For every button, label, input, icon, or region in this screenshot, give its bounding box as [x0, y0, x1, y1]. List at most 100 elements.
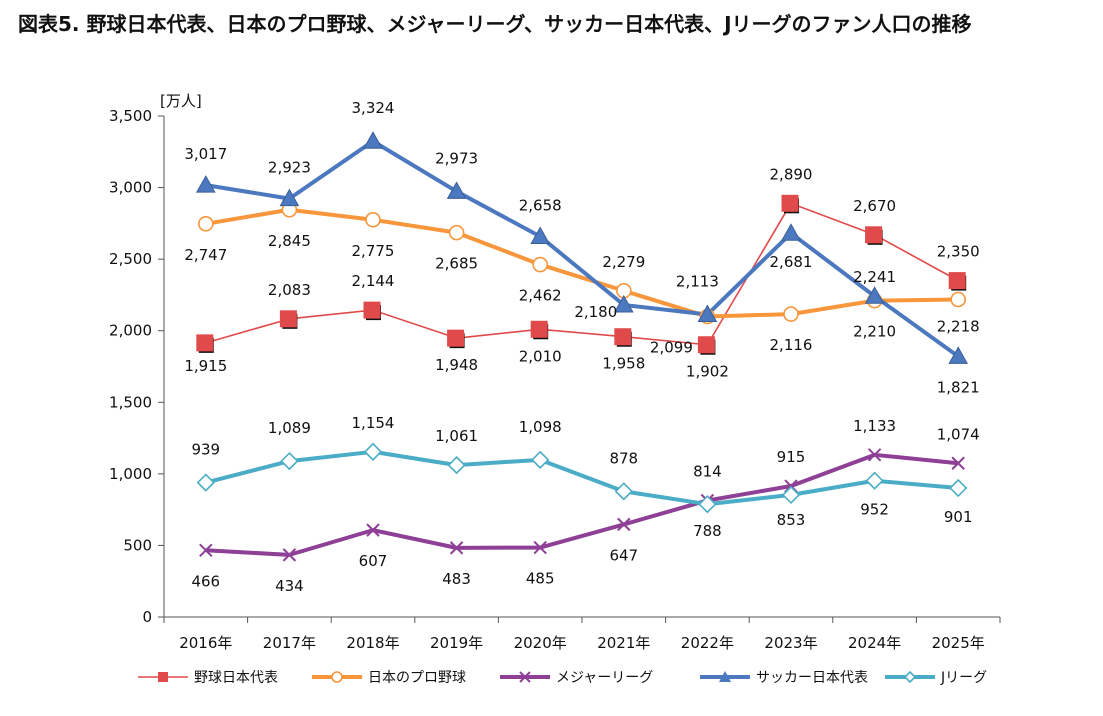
data-label-series-0: 2,144 [352, 272, 395, 290]
x-tick-label: 2018年 [346, 634, 399, 652]
legend-label-0: 野球日本代表 [194, 670, 278, 686]
series-4-point-marker [363, 442, 383, 461]
data-label-series-1: 2,747 [184, 246, 227, 264]
data-label-series-4: 901 [944, 508, 973, 526]
data-label-series-4: 1,061 [435, 427, 478, 445]
series-2-point-marker [282, 548, 297, 562]
data-label-series-3: 1,821 [937, 378, 980, 396]
series-2-point-marker [366, 523, 380, 537]
series-4-point-marker [614, 482, 633, 501]
series-line-0 [205, 202, 959, 346]
data-label-series-3: 3,324 [352, 99, 395, 117]
legend-label-2: メジャーリーグ [556, 670, 653, 686]
data-label-series-4: 939 [191, 441, 220, 459]
legend-marker-4 [903, 670, 917, 684]
series-4-point-marker [280, 451, 299, 471]
data-label-series-1: 2,099 [650, 339, 693, 357]
data-label-series-4: 788 [693, 522, 722, 540]
series-1-point-marker [950, 291, 967, 308]
series-0-point-marker [530, 320, 548, 338]
series-1-point-marker [532, 256, 549, 273]
series-3-point-marker [446, 181, 467, 199]
series-3-point-marker [363, 131, 383, 149]
legend-marker-1 [331, 671, 343, 683]
series-1-point-marker [365, 211, 381, 228]
series-2-point-marker [199, 543, 213, 558]
data-label-series-3: 2,658 [519, 197, 562, 215]
data-label-series-2: 485 [526, 570, 555, 588]
data-label-series-2: 466 [191, 572, 220, 590]
series-2-point-marker [867, 448, 882, 462]
data-label-series-2: 1,133 [853, 417, 896, 435]
y-tick-label: 0 [142, 608, 152, 626]
data-label-series-2: 647 [609, 546, 638, 564]
series-2-point-marker [951, 456, 965, 470]
series-line-2 [205, 452, 959, 557]
data-label-series-0: 2,890 [770, 165, 813, 183]
data-label-series-1: 2,279 [602, 253, 645, 271]
x-tick-label: 2020年 [514, 634, 567, 652]
series-1-point-marker [198, 215, 214, 232]
data-label-series-4: 952 [860, 501, 889, 519]
data-label-series-4: 853 [777, 511, 806, 529]
series-0-point-marker [614, 328, 632, 346]
legend-marker-2 [519, 671, 531, 683]
data-label-series-1: 2,775 [352, 242, 395, 260]
data-label-series-3: 2,241 [853, 268, 896, 286]
legend-label-4: Jリーグ [940, 670, 987, 686]
series-4-point-marker [447, 455, 466, 475]
x-tick-label: 2017年 [263, 634, 316, 652]
data-label-series-0: 2,670 [853, 197, 896, 215]
series-3-point-marker [697, 304, 718, 323]
series-3-point-marker [864, 286, 885, 304]
series-3-point-marker [279, 188, 300, 207]
data-label-series-3: 3,017 [184, 145, 227, 163]
series-0-point-marker [781, 194, 799, 212]
series-4-point-marker [949, 478, 968, 498]
y-tick-label: 2,000 [109, 322, 152, 340]
chart-title: 図表5. 野球日本代表、日本のプロ野球、メジャーリーグ、サッカー日本代表、Jリー… [18, 12, 972, 36]
series-0-point-marker [447, 329, 465, 347]
data-label-series-4: 1,098 [519, 418, 562, 436]
legend-label-1: 日本のプロ野球 [368, 670, 466, 686]
x-tick-label: 2024年 [848, 634, 901, 652]
data-label-series-4: 1,154 [352, 414, 395, 432]
series-2-point-marker [449, 541, 464, 555]
data-label-series-0: 2,010 [519, 347, 562, 365]
series-3-point-marker [195, 175, 216, 193]
data-label-series-1: 2,210 [853, 323, 896, 341]
x-tick-label: 2022年 [681, 634, 734, 652]
data-label-series-1: 2,116 [770, 336, 813, 354]
series-4-point-marker [531, 450, 550, 469]
data-label-series-1: 2,845 [268, 232, 311, 250]
series-4-point-marker [781, 485, 801, 505]
y-tick-label: 1,500 [109, 393, 152, 411]
series-0-point-marker [697, 336, 715, 354]
y-tick-label: 2,500 [109, 250, 152, 268]
series-0-point-marker [865, 226, 883, 244]
data-label-series-2: 434 [275, 577, 304, 595]
data-label-series-2: 915 [777, 448, 806, 466]
series-0-point-marker [948, 272, 966, 290]
data-label-series-0: 2,350 [937, 243, 980, 261]
data-label-series-3: 2,973 [435, 149, 478, 167]
data-label-series-1: 2,462 [519, 287, 562, 305]
data-label-series-0: 2,083 [268, 281, 311, 299]
series-0-point-marker [279, 310, 297, 328]
x-tick-label: 2016年 [179, 634, 232, 652]
series-3-point-marker [530, 226, 551, 245]
data-label-series-3: 2,180 [574, 303, 617, 321]
series-line-1 [205, 207, 959, 319]
data-label-series-4: 1,089 [268, 419, 311, 437]
series-1-point-marker [448, 224, 465, 241]
data-label-series-2: 607 [359, 552, 388, 570]
series-2-point-marker [617, 517, 631, 532]
x-tick-label: 2021年 [597, 634, 650, 652]
data-label-series-4: 878 [609, 449, 638, 467]
data-label-series-3: 2,923 [268, 159, 311, 177]
y-axis-label: [万人] [160, 92, 202, 110]
legend-marker-0 [158, 672, 168, 682]
series-4-point-marker [698, 495, 717, 514]
series-line-4 [205, 449, 959, 507]
